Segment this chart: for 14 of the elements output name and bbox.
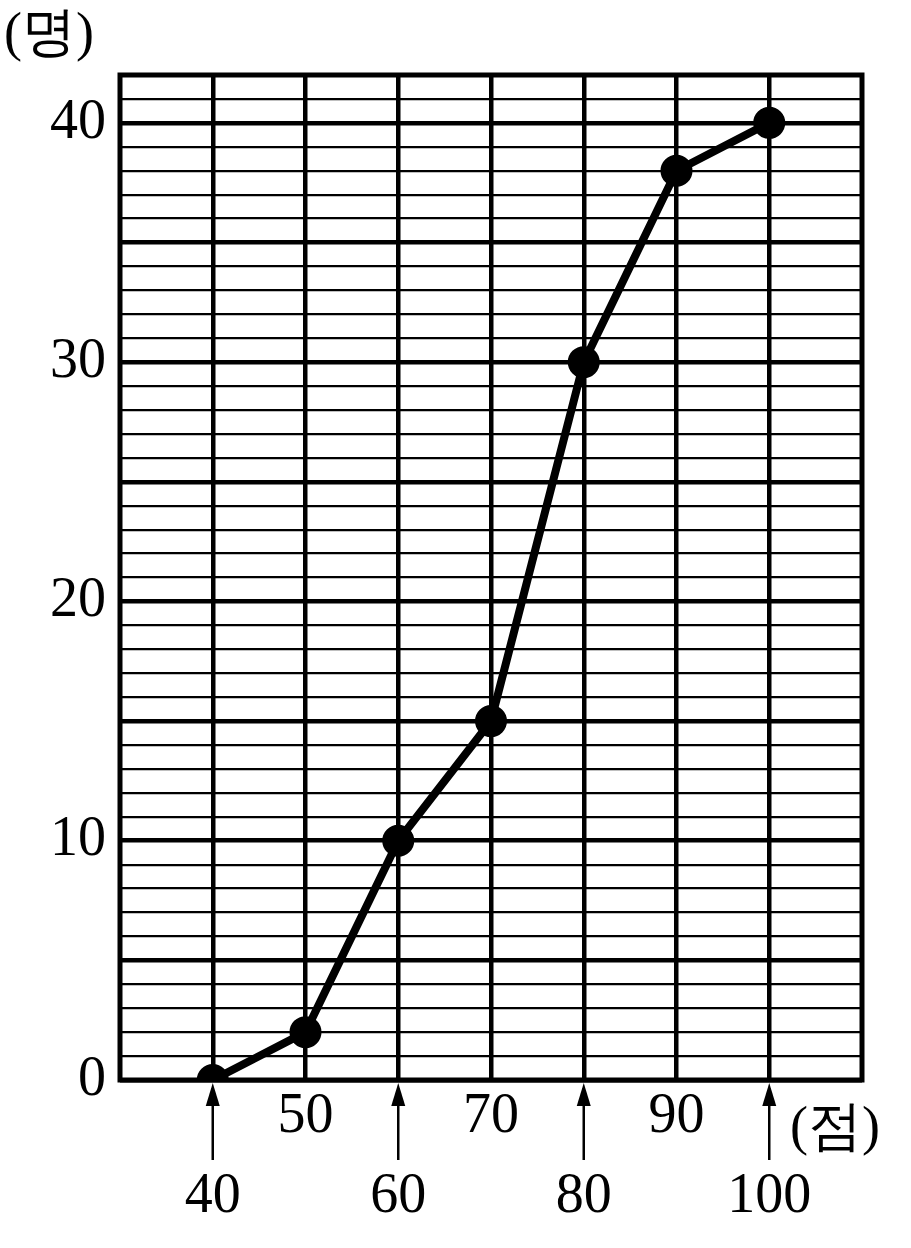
y-axis-title: (명) bbox=[4, 1, 94, 64]
x-tick-label: 80 bbox=[555, 1162, 612, 1225]
x-tick-label: 100 bbox=[727, 1162, 812, 1225]
y-tick-label: 40 bbox=[50, 87, 106, 150]
x2-tick-label: 90 bbox=[648, 1082, 705, 1145]
y-tick-label: 10 bbox=[50, 805, 106, 868]
y-tick-label: 20 bbox=[50, 566, 106, 629]
x-tick-label: 60 bbox=[370, 1162, 427, 1225]
x-axis-title: (점) bbox=[790, 1095, 880, 1158]
y-tick-label: 0 bbox=[78, 1044, 106, 1107]
x-tick-label: 40 bbox=[184, 1162, 241, 1225]
x2-tick-label: 50 bbox=[277, 1082, 334, 1145]
x2-tick-label: 70 bbox=[463, 1082, 519, 1145]
y-tick-label: 30 bbox=[50, 326, 106, 389]
